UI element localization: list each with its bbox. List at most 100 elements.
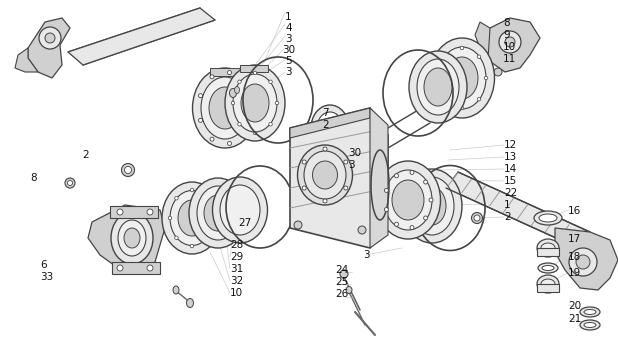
Polygon shape	[475, 22, 490, 60]
Polygon shape	[446, 172, 590, 248]
Ellipse shape	[206, 236, 210, 240]
Ellipse shape	[311, 105, 349, 151]
Ellipse shape	[417, 59, 459, 115]
Ellipse shape	[210, 75, 214, 79]
Text: 21: 21	[568, 314, 582, 324]
Ellipse shape	[446, 57, 478, 99]
Ellipse shape	[253, 131, 256, 135]
Ellipse shape	[477, 98, 481, 101]
Ellipse shape	[227, 70, 232, 74]
Ellipse shape	[302, 160, 306, 164]
Text: 6: 6	[40, 260, 46, 270]
Text: 13: 13	[504, 152, 517, 162]
Text: 17: 17	[568, 234, 582, 244]
Ellipse shape	[117, 265, 123, 271]
Text: 4: 4	[285, 23, 292, 33]
Ellipse shape	[175, 236, 178, 240]
Ellipse shape	[569, 248, 597, 276]
Text: 12: 12	[504, 140, 517, 150]
Ellipse shape	[424, 68, 452, 106]
Ellipse shape	[340, 270, 348, 278]
Ellipse shape	[323, 147, 327, 151]
Ellipse shape	[460, 46, 464, 50]
Ellipse shape	[238, 80, 241, 84]
Text: 7: 7	[322, 108, 329, 118]
Ellipse shape	[443, 98, 447, 101]
Text: 8: 8	[30, 173, 36, 183]
Ellipse shape	[537, 275, 559, 293]
Ellipse shape	[178, 200, 206, 236]
Ellipse shape	[410, 170, 414, 174]
Ellipse shape	[474, 215, 480, 221]
Ellipse shape	[275, 101, 279, 105]
Ellipse shape	[423, 180, 428, 184]
Ellipse shape	[505, 37, 515, 47]
Ellipse shape	[190, 244, 194, 248]
Polygon shape	[290, 108, 388, 248]
Ellipse shape	[212, 216, 216, 220]
Ellipse shape	[210, 137, 214, 141]
Ellipse shape	[124, 167, 132, 173]
Ellipse shape	[201, 77, 249, 139]
Ellipse shape	[494, 68, 502, 76]
Polygon shape	[555, 228, 618, 290]
Ellipse shape	[313, 161, 337, 189]
Ellipse shape	[346, 287, 352, 293]
Ellipse shape	[269, 80, 273, 84]
Ellipse shape	[542, 266, 554, 271]
Ellipse shape	[189, 178, 247, 248]
Ellipse shape	[249, 106, 253, 110]
Ellipse shape	[430, 38, 494, 118]
Ellipse shape	[436, 76, 440, 80]
Ellipse shape	[538, 263, 558, 273]
Ellipse shape	[190, 188, 194, 192]
Ellipse shape	[357, 170, 366, 181]
Text: 16: 16	[568, 206, 582, 216]
Text: 3: 3	[363, 250, 370, 260]
Ellipse shape	[65, 178, 75, 188]
Bar	[537, 284, 559, 292]
Text: 1: 1	[504, 200, 510, 210]
Text: 11: 11	[503, 54, 516, 64]
Ellipse shape	[175, 197, 178, 200]
Ellipse shape	[192, 68, 258, 148]
Ellipse shape	[197, 186, 239, 240]
Ellipse shape	[344, 186, 348, 190]
Ellipse shape	[231, 101, 235, 105]
Ellipse shape	[477, 55, 481, 58]
Ellipse shape	[118, 220, 146, 256]
Polygon shape	[88, 205, 165, 272]
Ellipse shape	[418, 187, 446, 225]
Ellipse shape	[39, 27, 61, 49]
Ellipse shape	[124, 228, 140, 248]
Ellipse shape	[204, 195, 232, 231]
Text: 14: 14	[504, 164, 517, 174]
Ellipse shape	[353, 157, 363, 169]
Text: 29: 29	[230, 252, 243, 262]
Bar	[537, 248, 559, 256]
Ellipse shape	[67, 181, 72, 186]
Text: 9: 9	[503, 30, 510, 40]
Ellipse shape	[584, 323, 596, 327]
Ellipse shape	[304, 151, 346, 199]
Ellipse shape	[229, 88, 237, 98]
Ellipse shape	[410, 225, 414, 230]
Ellipse shape	[147, 265, 153, 271]
Ellipse shape	[243, 129, 247, 133]
Ellipse shape	[198, 94, 203, 98]
Ellipse shape	[415, 195, 421, 204]
Ellipse shape	[355, 160, 360, 166]
Ellipse shape	[384, 170, 432, 230]
Ellipse shape	[376, 161, 441, 239]
Ellipse shape	[499, 31, 521, 53]
Ellipse shape	[173, 286, 179, 294]
Ellipse shape	[111, 212, 153, 264]
Ellipse shape	[384, 208, 388, 211]
Text: 19: 19	[568, 268, 582, 278]
Text: 2: 2	[322, 120, 329, 130]
Ellipse shape	[241, 84, 269, 122]
Ellipse shape	[358, 226, 366, 234]
Text: 8: 8	[503, 18, 510, 28]
Ellipse shape	[170, 190, 214, 245]
Bar	[112, 262, 160, 274]
